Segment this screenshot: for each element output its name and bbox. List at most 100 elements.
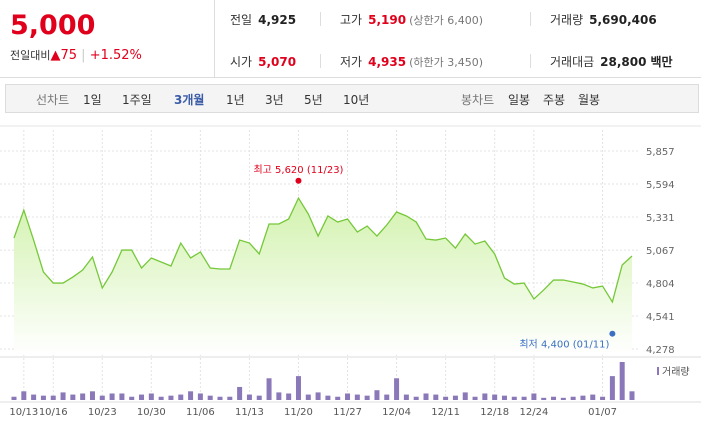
volume-bar [482,393,488,400]
volume-bar [531,393,537,400]
volume-bar [217,396,223,400]
volume-bar [619,362,625,400]
toolbar: 선차트 1일 1주일 3개월 1년 3년 5년 10년 봉차트 일봉 주봉 월봉 [5,84,699,113]
stat: 거래대금 28,800 백만 [550,53,673,70]
volume-bar [168,395,174,400]
volume-bar [305,394,311,400]
volume-bar [80,393,86,400]
stats: 전일 4,925 고가 5,190 (상한가 6,400) 거래량 5,690,406 시가 5… [215,0,701,78]
separator [530,54,531,68]
annotation-dot [295,177,302,184]
stat-sub: (상한가 6,400) [409,14,483,27]
volume-bar [335,396,341,400]
volume-bar [511,396,517,400]
stat-value: 4,935 [368,55,407,69]
separator [320,12,321,26]
volume-bar [256,395,262,400]
x-tick-label: 10/13 [9,407,38,418]
x-tick-label: 01/07 [588,407,617,418]
volume-bar [501,395,507,400]
stat-value: 28,800 [600,55,647,69]
candle-tab[interactable]: 주봉 [543,93,566,107]
volume-bar [590,394,596,400]
stat-label: 저가 [340,55,363,69]
volume-bar [295,376,301,400]
legend-label: 거래량 [662,366,690,378]
volume-bar [403,394,409,400]
volume-bar [609,376,615,400]
volume-bar [492,394,498,400]
volume-bar [178,394,184,400]
volume-bar [413,396,419,400]
volume-bar [462,392,468,400]
stat: 시가 5,070 [230,53,296,70]
x-tick-label: 10/23 [88,407,117,418]
volume-bar [472,396,478,400]
change: 전일대비▲75 | +1.52% [10,48,142,63]
period-tab[interactable]: 5년 [304,93,323,107]
volume-bar [197,393,203,400]
y-tick-label: 5,594 [646,180,675,191]
stat-label: 전일 [230,13,253,27]
line-chart-label: 선차트 [36,93,70,107]
y-tick-label: 5,067 [646,246,675,257]
y-tick-label: 5,331 [646,213,675,224]
y-tick-label: 5,857 [646,147,675,158]
annotation-label: 최저 4,400 (01/11) [519,339,609,351]
y-tick-label: 4,804 [646,279,675,290]
stat: 고가 5,190 (상한가 6,400) [340,11,483,28]
volume-bar [600,396,606,400]
y-tick-label: 4,278 [646,345,675,356]
stat-label: 고가 [340,13,363,27]
period-tab[interactable]: 3개월 [174,93,205,107]
stat: 거래량 5,690,406 [550,11,657,28]
stat: 저가 4,935 (하한가 3,450) [340,53,483,70]
candle-tab[interactable]: 월봉 [578,93,601,107]
period-tab[interactable]: 1주일 [122,93,152,107]
volume-bar [21,391,27,400]
stat-value: 4,925 [258,13,297,27]
change-value: ▲75 [50,48,78,63]
price-line [13,196,633,304]
volume-bar [374,390,380,400]
volume-bar [315,392,321,400]
volume-bar [629,391,635,400]
period-tab[interactable]: 3년 [265,93,284,107]
volume-bar [50,395,56,400]
volume-bar [139,394,145,400]
y-tick-label: 4,541 [646,312,675,323]
volume-bar [354,394,360,400]
volume-bar [580,395,586,400]
legend-swatch [657,367,659,375]
annotation-label: 최고 5,620 (11/23) [253,164,343,176]
period-tab[interactable]: 1일 [83,93,102,107]
area [14,198,632,355]
volume-bar [237,386,243,400]
volume-bar [158,396,164,400]
x-tick-label: 12/18 [480,407,509,418]
x-tick-label: 10/30 [137,407,166,418]
stat-unit: 백만 [650,55,673,69]
volume-bar [521,396,527,400]
x-tick-label: 11/20 [284,407,313,418]
volume-bar [109,393,115,400]
period-tab[interactable]: 1년 [226,93,245,107]
x-tick-label: 12/04 [382,407,411,418]
volume-bar [266,378,272,400]
volume-bar [60,392,66,400]
volume-bar [148,393,154,400]
stat-value: 5,690,406 [589,13,657,27]
volume-bar [246,394,252,400]
period-tab[interactable]: 10년 [343,93,370,107]
volume-bar [188,391,194,400]
x-tick-label: 11/13 [235,407,264,418]
stat-label: 거래대금 [550,55,595,69]
candle-tab[interactable]: 일봉 [508,93,531,107]
stat-value: 5,070 [258,55,297,69]
x-tick-label: 12/24 [519,407,548,418]
volume-bar [31,394,37,400]
volume-bar [570,396,576,400]
volume-bar [89,391,95,400]
candle-chart-label: 봉차트 [461,93,495,107]
